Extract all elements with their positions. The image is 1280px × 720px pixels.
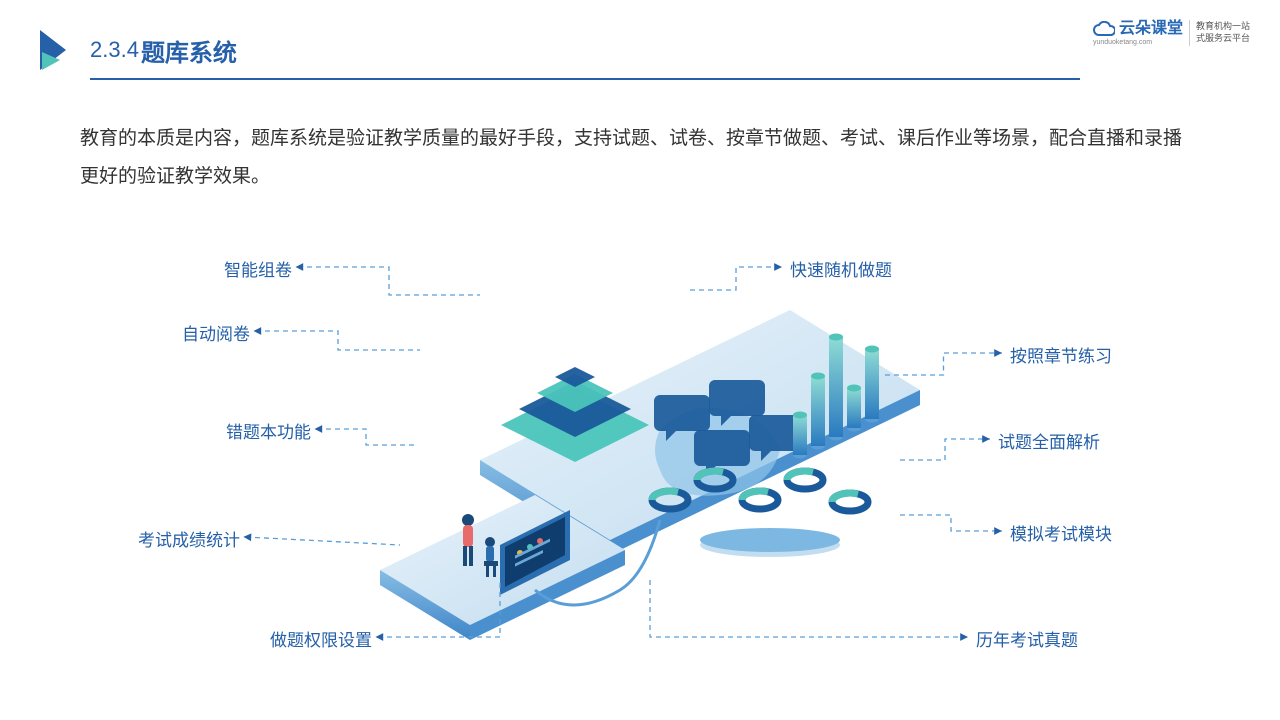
feature-label-right-2: 试题全面解析	[998, 428, 1100, 453]
feature-label-right-3: 模拟考试模块	[1010, 520, 1112, 545]
logo-tagline-2: 式服务云平台	[1196, 33, 1250, 45]
title-underline	[90, 78, 1080, 80]
feature-diagram: 智能组卷自动阅卷错题本功能考试成绩统计做题权限设置 快速随机做题按照章节练习试题全…	[0, 220, 1280, 700]
feature-label-left-0: 智能组卷	[224, 256, 292, 281]
section-number: 2.3.4	[90, 37, 139, 63]
feature-label-right-0: 快速随机做题	[790, 256, 892, 281]
section-arrow-icon	[40, 30, 70, 70]
feature-label-left-1: 自动阅卷	[182, 320, 250, 345]
feature-label-right-4: 历年考试真题	[976, 626, 1078, 651]
logo-tagline-1: 教育机构一站	[1196, 21, 1250, 33]
isometric-illustration	[360, 280, 920, 660]
logo-block: 云朵课堂 yunduoketang.com 教育机构一站 式服务云平台	[1093, 20, 1250, 46]
feature-label-left-4: 做题权限设置	[270, 626, 372, 651]
cloud-icon	[1093, 21, 1115, 37]
logo-brand-text: 云朵课堂	[1119, 21, 1183, 37]
page-description: 教育的本质是内容，题库系统是验证教学质量的最好手段，支持试题、试卷、按章节做题、…	[80, 120, 1200, 196]
feature-label-left-3: 考试成绩统计	[138, 526, 240, 551]
logo-domain: yunduoketang.com	[1093, 39, 1183, 46]
pill-bar-icon	[700, 528, 840, 557]
section-title: 题库系统	[141, 33, 237, 68]
logo-divider	[1189, 20, 1190, 46]
feature-label-left-2: 错题本功能	[226, 418, 311, 443]
feature-label-right-1: 按照章节练习	[1010, 342, 1112, 367]
